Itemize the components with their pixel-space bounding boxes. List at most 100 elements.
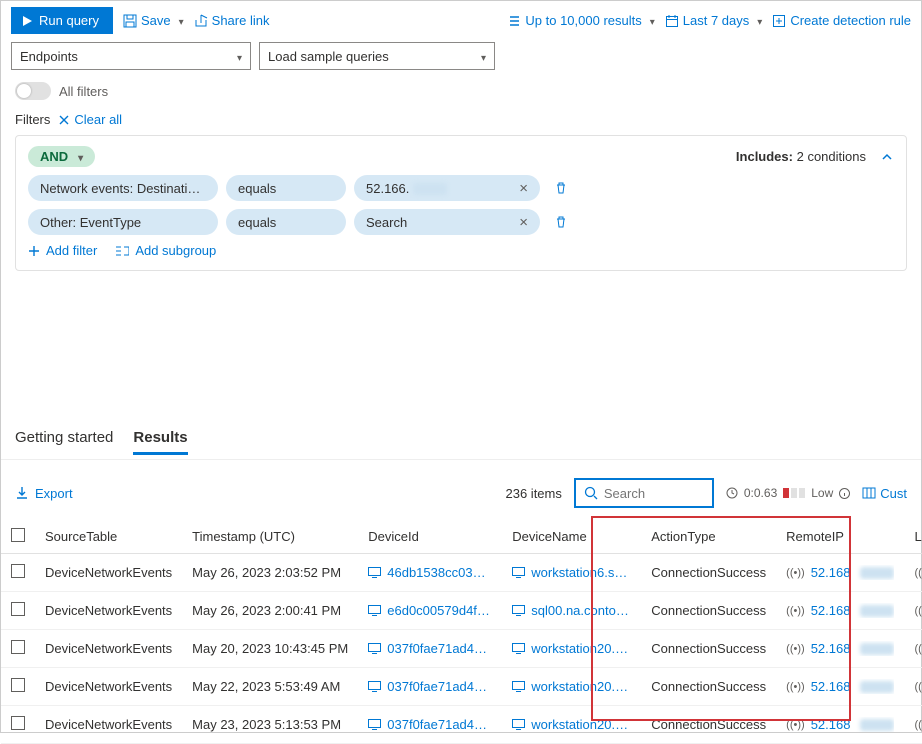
play-icon <box>21 15 33 27</box>
and-label: AND <box>40 149 68 164</box>
results-limit-dropdown[interactable]: Up to 10,000 results <box>507 13 654 28</box>
add-subgroup-button[interactable]: Add subgroup <box>115 243 216 258</box>
column-header-localip[interactable]: LocalIP <box>904 520 922 554</box>
signal-icon: ((•)) <box>914 605 922 617</box>
row-checkbox[interactable] <box>11 678 25 692</box>
clear-value-button[interactable]: × <box>519 214 528 231</box>
table-row[interactable]: DeviceNetworkEventsMay 23, 2023 5:13:53 … <box>1 706 922 744</box>
cell-deviceid: 037f0fae71ad4661e3... <box>358 630 502 668</box>
calendar-icon <box>665 14 679 28</box>
timerange-dropdown[interactable]: Last 7 days <box>665 13 763 28</box>
column-header-actiontype[interactable]: ActionType <box>641 520 776 554</box>
device-icon <box>512 567 525 578</box>
results-search-box[interactable] <box>574 478 714 508</box>
remoteip-link[interactable]: 52.168 <box>811 679 851 694</box>
devicename-link[interactable]: workstation20.seccxp <box>531 717 631 732</box>
device-icon <box>368 567 381 578</box>
clear-all-button[interactable]: Clear all <box>58 112 122 127</box>
deviceid-link[interactable]: 037f0fae71ad4661e3... <box>387 641 492 656</box>
column-header-timestamp[interactable]: Timestamp (UTC) <box>182 520 358 554</box>
table-row[interactable]: DeviceNetworkEventsMay 20, 2023 10:43:45… <box>1 630 922 668</box>
table-row[interactable]: DeviceNetworkEventsMay 26, 2023 2:00:41 … <box>1 592 922 630</box>
all-filters-toggle[interactable] <box>15 82 51 100</box>
deviceid-link[interactable]: 037f0fae71ad4661e3... <box>387 679 492 694</box>
row-checkbox[interactable] <box>11 564 25 578</box>
condition-value-text: Search <box>366 215 407 230</box>
devicename-link[interactable]: workstation20.seccxp <box>531 679 631 694</box>
table-row[interactable]: DeviceNetworkEventsMay 26, 2023 2:03:52 … <box>1 554 922 592</box>
export-label: Export <box>35 486 73 501</box>
condition-value-text: 52.166. <box>366 181 447 196</box>
results-table-header: SourceTable Timestamp (UTC) DeviceId Dev… <box>1 520 922 554</box>
plus-icon <box>28 245 40 257</box>
device-icon <box>368 681 381 692</box>
remoteip-link[interactable]: 52.168 <box>811 717 851 732</box>
deviceid-link[interactable]: e6d0c00579d4f51ee1... <box>387 603 492 618</box>
save-button[interactable]: Save <box>123 13 184 28</box>
row-checkbox[interactable] <box>11 716 25 730</box>
device-icon <box>512 643 525 654</box>
tab-results[interactable]: Results <box>133 429 187 455</box>
query-timing: 0:0.63 Low <box>726 486 850 500</box>
device-icon <box>368 719 381 730</box>
row-checkbox[interactable] <box>11 640 25 654</box>
cell-actiontype: ConnectionSuccess <box>641 630 776 668</box>
add-filter-label: Add filter <box>46 243 97 258</box>
delete-condition-button[interactable] <box>554 181 568 195</box>
deviceid-link[interactable]: 46db1538cc03d01ed... <box>387 565 492 580</box>
devicename-link[interactable]: workstation20.seccxp <box>531 641 631 656</box>
scope-dropdown[interactable]: Endpoints <box>11 42 251 70</box>
condition-value-pill[interactable]: 52.166. × <box>354 175 540 201</box>
signal-icon: ((•)) <box>914 681 922 693</box>
signal-icon: ((•)) <box>914 643 922 655</box>
cell-source: DeviceNetworkEvents <box>35 630 182 668</box>
export-button[interactable]: Export <box>15 486 73 501</box>
sample-queries-dropdown[interactable]: Load sample queries <box>259 42 495 70</box>
customize-columns-button[interactable]: Cust <box>862 486 907 501</box>
create-rule-button[interactable]: Create detection rule <box>772 13 911 28</box>
devicename-link[interactable]: sql00.na.contosohote <box>531 603 631 618</box>
chevron-up-icon <box>880 150 894 164</box>
condition-operator-pill[interactable]: equals <box>226 175 346 201</box>
share-link-button[interactable]: Share link <box>194 13 270 28</box>
deviceid-link[interactable]: 037f0fae71ad4661e3... <box>387 717 492 732</box>
remoteip-link[interactable]: 52.168 <box>811 603 851 618</box>
redacted-smudge <box>860 605 894 617</box>
add-filter-button[interactable]: Add filter <box>28 243 97 258</box>
results-search-input[interactable] <box>604 486 694 501</box>
condition-field-pill[interactable]: Network events: DestinationIPA... <box>28 175 218 201</box>
and-operator-pill[interactable]: AND <box>28 146 95 167</box>
column-header-source[interactable]: SourceTable <box>35 520 182 554</box>
column-header-deviceid[interactable]: DeviceId <box>358 520 502 554</box>
cell-deviceid: 037f0fae71ad4661e3... <box>358 668 502 706</box>
tab-getting-started[interactable]: Getting started <box>15 429 113 455</box>
condition-operator-pill[interactable]: equals <box>226 209 346 235</box>
resource-bars-icon <box>783 488 805 498</box>
filters-heading: Filters <box>15 112 50 127</box>
list-icon <box>507 14 521 28</box>
cell-timestamp: May 26, 2023 2:00:41 PM <box>182 592 358 630</box>
column-header-remoteip[interactable]: RemoteIP <box>776 520 904 554</box>
remoteip-link[interactable]: 52.168 <box>811 641 851 656</box>
sample-value: Load sample queries <box>268 49 389 64</box>
row-checkbox[interactable] <box>11 602 25 616</box>
condition-value-pill[interactable]: Search × <box>354 209 540 235</box>
share-icon <box>194 14 208 28</box>
scope-value: Endpoints <box>20 49 78 64</box>
device-icon <box>512 719 525 730</box>
redacted-smudge <box>860 719 894 731</box>
clear-value-button[interactable]: × <box>519 180 528 197</box>
device-icon <box>368 643 381 654</box>
cell-remoteip: ((•))52.168 <box>776 668 904 706</box>
select-all-checkbox[interactable] <box>11 528 25 542</box>
collapse-group-button[interactable] <box>880 150 894 164</box>
run-query-button[interactable]: Run query <box>11 7 113 34</box>
table-row[interactable]: DeviceNetworkEventsMay 22, 2023 5:53:49 … <box>1 668 922 706</box>
device-icon <box>512 681 525 692</box>
column-header-devicename[interactable]: DeviceName <box>502 520 641 554</box>
signal-icon: ((•)) <box>786 643 805 655</box>
devicename-link[interactable]: workstation6.seccxp <box>531 565 631 580</box>
condition-field-pill[interactable]: Other: EventType <box>28 209 218 235</box>
remoteip-link[interactable]: 52.168 <box>811 565 851 580</box>
delete-condition-button[interactable] <box>554 215 568 229</box>
